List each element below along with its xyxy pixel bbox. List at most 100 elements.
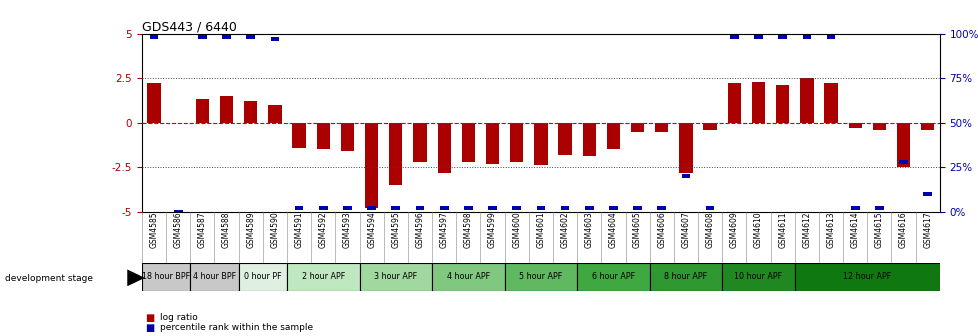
Bar — [703, 123, 716, 130]
Text: GSM4603: GSM4603 — [584, 212, 593, 248]
Bar — [413, 123, 426, 162]
Bar — [649, 263, 722, 291]
Text: log ratio: log ratio — [159, 313, 198, 322]
Bar — [560, 206, 569, 210]
Text: 6 hour APF: 6 hour APF — [592, 272, 635, 281]
Text: GSM4604: GSM4604 — [608, 212, 617, 248]
Bar — [220, 96, 233, 123]
Bar — [142, 263, 190, 291]
Bar — [896, 123, 910, 167]
Text: GSM4586: GSM4586 — [173, 212, 183, 248]
Bar — [850, 206, 859, 210]
Bar — [196, 99, 209, 123]
Bar — [511, 206, 520, 210]
Bar — [190, 263, 239, 291]
Bar — [464, 206, 472, 210]
Bar — [391, 206, 400, 210]
Text: 3 hour APF: 3 hour APF — [374, 272, 417, 281]
Bar — [584, 206, 593, 210]
Bar — [657, 206, 665, 210]
Text: percentile rank within the sample: percentile rank within the sample — [159, 323, 312, 332]
Text: GSM4591: GSM4591 — [294, 212, 303, 248]
Bar — [922, 192, 931, 196]
Text: ■: ■ — [145, 312, 154, 323]
Text: 4 hour BPF: 4 hour BPF — [193, 272, 236, 281]
Bar — [222, 35, 231, 39]
Bar — [148, 83, 160, 123]
Text: GSM4610: GSM4610 — [753, 212, 762, 248]
Bar — [485, 123, 499, 164]
Bar — [294, 206, 303, 210]
Bar — [439, 206, 448, 210]
Bar — [848, 123, 861, 128]
Bar — [287, 263, 359, 291]
Text: 5 hour APF: 5 hour APF — [518, 272, 562, 281]
Bar — [557, 123, 571, 155]
Bar — [534, 123, 547, 165]
Bar — [367, 206, 376, 210]
Text: ■: ■ — [145, 323, 154, 333]
Text: GSM4607: GSM4607 — [681, 212, 689, 248]
Bar — [776, 85, 788, 123]
Text: GSM4601: GSM4601 — [536, 212, 545, 248]
Bar — [270, 37, 279, 41]
Text: GSM4606: GSM4606 — [656, 212, 666, 248]
Bar — [899, 160, 907, 164]
Text: GSM4595: GSM4595 — [391, 212, 400, 248]
Bar — [823, 83, 837, 123]
Bar — [727, 83, 740, 123]
Bar — [342, 206, 351, 210]
Bar — [705, 206, 714, 210]
Bar — [462, 123, 474, 162]
Bar — [340, 123, 354, 151]
Text: 2 hour APF: 2 hour APF — [301, 272, 344, 281]
Bar — [150, 35, 158, 39]
Bar — [319, 206, 328, 210]
Text: GSM4602: GSM4602 — [560, 212, 569, 248]
Bar — [268, 105, 282, 123]
Text: GSM4613: GSM4613 — [825, 212, 834, 248]
Bar — [292, 123, 305, 148]
Bar — [431, 263, 504, 291]
Text: GSM4588: GSM4588 — [222, 212, 231, 248]
Bar — [246, 35, 255, 39]
Text: 12 hour APF: 12 hour APF — [842, 272, 891, 281]
Text: GSM4600: GSM4600 — [511, 212, 520, 248]
Bar — [488, 206, 497, 210]
Bar — [722, 263, 794, 291]
Bar — [630, 123, 644, 131]
Text: development stage: development stage — [5, 274, 93, 283]
Bar — [174, 210, 182, 214]
Bar — [365, 123, 378, 208]
Bar — [920, 123, 933, 130]
Text: GSM4597: GSM4597 — [439, 212, 448, 248]
Text: GSM4617: GSM4617 — [922, 212, 931, 248]
Text: GSM4616: GSM4616 — [898, 212, 908, 248]
Bar — [874, 206, 883, 210]
Bar — [359, 263, 431, 291]
Bar — [825, 35, 834, 39]
Bar — [577, 263, 649, 291]
Bar — [389, 123, 402, 185]
Text: GSM4596: GSM4596 — [415, 212, 424, 248]
Bar — [753, 35, 762, 39]
Text: GSM4589: GSM4589 — [246, 212, 255, 248]
Text: 8 hour APF: 8 hour APF — [664, 272, 707, 281]
Bar — [730, 35, 738, 39]
Bar — [198, 35, 206, 39]
Bar — [654, 123, 668, 131]
Bar — [799, 78, 813, 123]
Text: 10 hour APF: 10 hour APF — [734, 272, 781, 281]
Text: GSM4592: GSM4592 — [319, 212, 328, 248]
Text: GSM4594: GSM4594 — [367, 212, 376, 248]
Text: GSM4587: GSM4587 — [198, 212, 206, 248]
Bar — [802, 35, 811, 39]
Text: GSM4612: GSM4612 — [802, 212, 811, 248]
Text: GSM4615: GSM4615 — [874, 212, 883, 248]
Bar — [416, 206, 423, 210]
Text: GSM4598: GSM4598 — [464, 212, 472, 248]
Bar — [633, 206, 642, 210]
Bar — [536, 206, 545, 210]
Bar — [606, 123, 619, 149]
Bar — [437, 123, 451, 172]
